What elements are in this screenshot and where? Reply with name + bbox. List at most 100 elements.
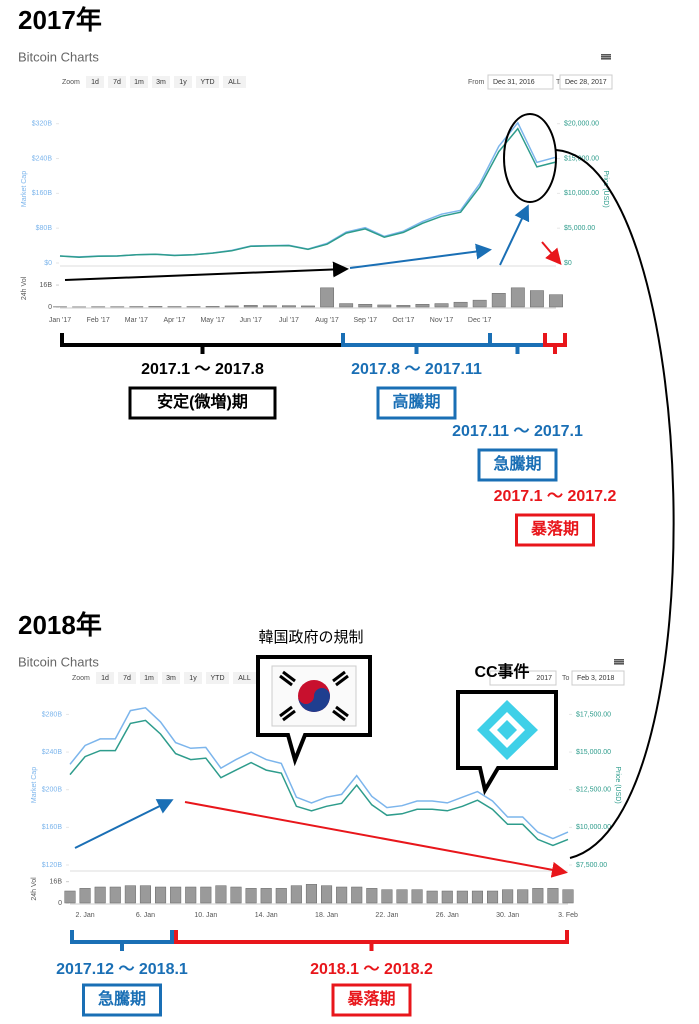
volume-bar xyxy=(547,888,559,904)
zoom-button-label: 1y xyxy=(189,675,197,682)
y-tick-label: $160B xyxy=(32,190,53,197)
volume-bar xyxy=(79,888,91,904)
volume-bar xyxy=(336,886,348,904)
zoom-button[interactable] xyxy=(223,76,246,88)
volume-bar xyxy=(562,889,574,904)
arrow xyxy=(349,243,492,269)
period-bracket xyxy=(488,333,547,354)
volume-bar xyxy=(124,885,136,904)
date-input[interactable] xyxy=(489,670,557,686)
zoom-button-label: 1m xyxy=(134,79,144,86)
period-range: 2017.1 〜 2017.2 xyxy=(494,488,617,505)
zoom-button-label: 3m xyxy=(166,675,176,682)
x-tick-label: Nov '17 xyxy=(430,317,454,324)
zoom-button-label: 1y xyxy=(179,79,187,86)
zoom-button[interactable] xyxy=(206,672,229,684)
y2-tick-label: $7,500.00 xyxy=(576,862,607,869)
period-range: 2017.1 〜 2017.8 xyxy=(141,361,264,378)
chart-title: 2018年 xyxy=(18,610,102,640)
chart-subtitle: Bitcoin Charts xyxy=(18,654,99,669)
period-label: 急騰期 xyxy=(98,989,146,1008)
zoom-button[interactable] xyxy=(174,76,192,88)
zoom-label: Zoom xyxy=(72,675,90,682)
flag-taeguk xyxy=(298,688,330,712)
x-tick-label: Jul '17 xyxy=(279,317,299,324)
date-input[interactable] xyxy=(559,74,613,90)
zoom-button[interactable] xyxy=(140,672,158,684)
zoom-button-label: 1d xyxy=(91,79,99,86)
series-line xyxy=(59,127,557,259)
zoom-button[interactable] xyxy=(108,76,126,88)
volume-bar xyxy=(170,886,182,904)
x-tick-label: 26. Jan xyxy=(436,912,459,919)
period-range: 2017.12 〜 2018.1 xyxy=(56,961,188,978)
zoom-button[interactable] xyxy=(184,672,202,684)
period-bracket xyxy=(60,333,345,354)
series-line xyxy=(59,121,557,258)
volume-bar xyxy=(396,889,408,904)
menu-icon xyxy=(601,58,611,60)
zoom-button[interactable] xyxy=(118,672,136,684)
volume-bar xyxy=(94,886,106,904)
x-tick-label: Aug '17 xyxy=(315,317,339,324)
menu-icon xyxy=(601,54,611,56)
zoom-button[interactable] xyxy=(196,76,219,88)
zoom-button-label: 1d xyxy=(101,675,109,682)
volume-tick-label: 0 xyxy=(58,900,62,907)
volume-bar xyxy=(305,884,317,904)
y-axis-label: Market Cap xyxy=(31,767,38,803)
zoom-button[interactable] xyxy=(152,76,170,88)
volume-tick-label: 0 xyxy=(48,304,52,311)
x-tick-label: 18. Jan xyxy=(315,912,338,919)
volume-bar xyxy=(471,890,483,904)
zoom-button[interactable] xyxy=(86,76,104,88)
from-date: Dec 31, 2016 xyxy=(493,79,535,86)
zoom-button[interactable] xyxy=(96,672,114,684)
zoom-button[interactable] xyxy=(233,672,256,684)
volume-bar xyxy=(224,305,239,308)
period-box xyxy=(376,386,457,420)
date-input[interactable] xyxy=(487,74,554,90)
to-date: Feb 3, 2018 xyxy=(577,675,614,682)
period-box xyxy=(82,983,162,1017)
period-bracket xyxy=(341,333,492,354)
y2-tick-label: $17,500.00 xyxy=(576,711,611,718)
volume-bar xyxy=(245,888,257,904)
volume-bar xyxy=(185,886,197,904)
period-range: 2017.8 〜 2017.11 xyxy=(351,361,482,378)
volume-bar xyxy=(502,889,514,904)
x-tick-label: 6. Jan xyxy=(136,912,155,919)
x-tick-label: 14. Jan xyxy=(255,912,278,919)
volume-bar xyxy=(456,890,468,904)
menu-icon xyxy=(614,663,624,665)
chart-title: 2017年 xyxy=(18,5,102,35)
zoom-button[interactable] xyxy=(162,672,180,684)
volume-bar xyxy=(155,886,167,904)
period-label: 暴落期 xyxy=(346,989,395,1008)
zoom-button[interactable] xyxy=(130,76,148,88)
volume-tick-label: 16B xyxy=(40,282,53,289)
y2-tick-label: $0 xyxy=(564,260,572,267)
x-tick-label: Sep '17 xyxy=(353,317,377,324)
menu-icon xyxy=(614,661,624,663)
callout-text: CC事件 xyxy=(474,662,529,681)
volume-bar xyxy=(230,886,242,904)
series-line xyxy=(69,706,569,840)
volume-bar xyxy=(320,287,335,308)
date-input[interactable] xyxy=(571,670,625,686)
icon xyxy=(497,720,517,740)
period-label: 安定(微増)期 xyxy=(157,392,248,411)
arrow xyxy=(499,204,530,266)
arrow xyxy=(541,241,562,266)
volume-bar xyxy=(339,303,354,308)
highlight-ellipse xyxy=(503,113,557,203)
volume-bar xyxy=(529,290,544,308)
y-tick-label: $200B xyxy=(42,787,63,794)
x-tick-label: Mar '17 xyxy=(125,317,148,324)
zoom-button-label: 7d xyxy=(123,675,131,682)
volume-bar xyxy=(262,305,277,308)
volume-bar xyxy=(243,305,258,308)
y-tick-label: $240B xyxy=(32,155,53,162)
period-bracket xyxy=(174,930,569,951)
